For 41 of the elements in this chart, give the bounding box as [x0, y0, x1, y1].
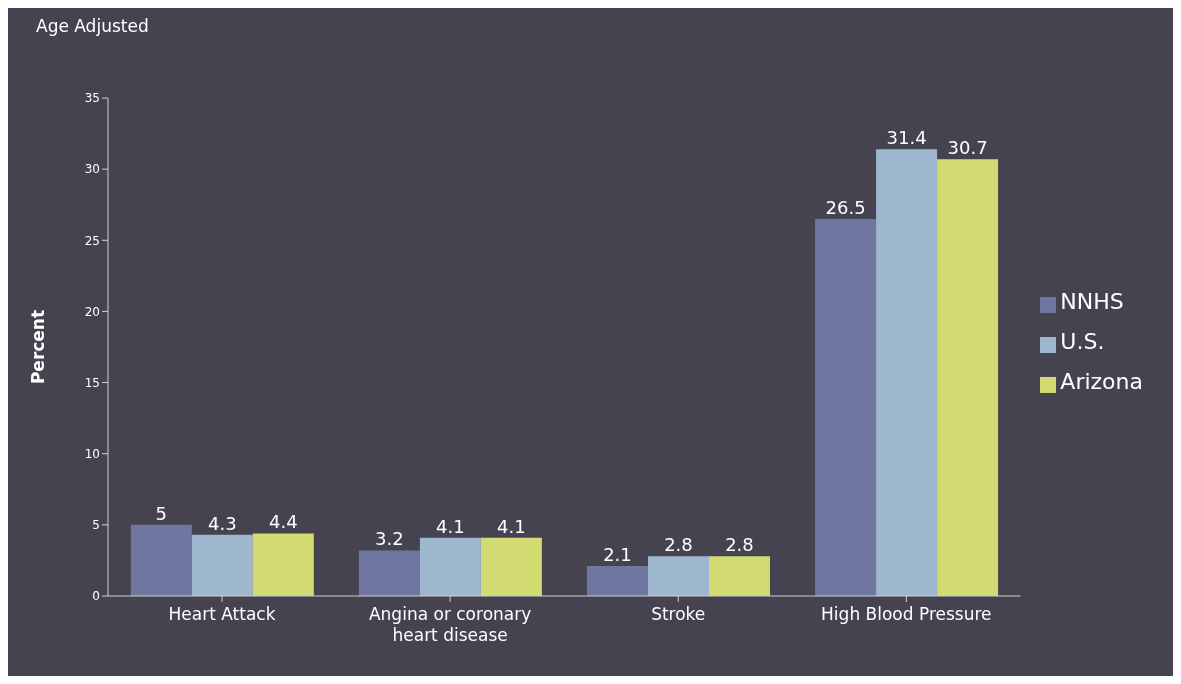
- bar: [419, 537, 481, 596]
- bar: [708, 556, 770, 596]
- data-label: 30.7: [947, 137, 988, 159]
- y-axis-title: Percent: [28, 309, 49, 385]
- y-tick-label: 0: [92, 589, 100, 604]
- data-label: 26.5: [825, 196, 866, 218]
- y-tick-label: 20: [84, 304, 100, 319]
- bar: [480, 537, 542, 596]
- data-label: 2.1: [603, 544, 632, 566]
- data-label: 2.8: [664, 534, 693, 556]
- chart-title: Age Adjusted: [36, 16, 149, 36]
- legend-label: Arizona: [1060, 369, 1143, 394]
- x-tick-label: High Blood Pressure: [821, 604, 992, 624]
- data-label: 3.2: [375, 528, 404, 550]
- data-label: 31.4: [886, 127, 927, 149]
- bar: [815, 218, 877, 596]
- x-tick-label: Heart Attack: [168, 604, 276, 624]
- y-tick-label: 10: [84, 446, 100, 461]
- bar: [358, 550, 420, 596]
- y-tick-label: 25: [84, 233, 100, 248]
- x-tick-label: Angina or coronary heart disease: [368, 604, 532, 645]
- data-label: 2.8: [725, 534, 754, 556]
- bar: [252, 533, 314, 596]
- y-tick-label: 15: [84, 375, 100, 390]
- x-tick-label: Stroke: [651, 604, 706, 624]
- data-label: 4.1: [497, 515, 526, 537]
- legend-label: U.S.: [1060, 329, 1105, 354]
- bar: [937, 159, 999, 596]
- data-label: 5: [155, 502, 168, 524]
- data-label: 4.4: [268, 511, 298, 533]
- y-tick-label: 35: [84, 91, 100, 106]
- bar: [191, 534, 253, 596]
- bar: [130, 524, 192, 596]
- bar: [586, 566, 648, 596]
- y-tick-label: 5: [92, 518, 100, 533]
- y-tick-label: 30: [84, 162, 100, 177]
- data-label: 4.1: [436, 515, 465, 537]
- data-label: 4.3: [207, 512, 237, 534]
- bar: [876, 149, 938, 596]
- legend-label: NNHS: [1060, 289, 1124, 314]
- bar: [647, 556, 709, 596]
